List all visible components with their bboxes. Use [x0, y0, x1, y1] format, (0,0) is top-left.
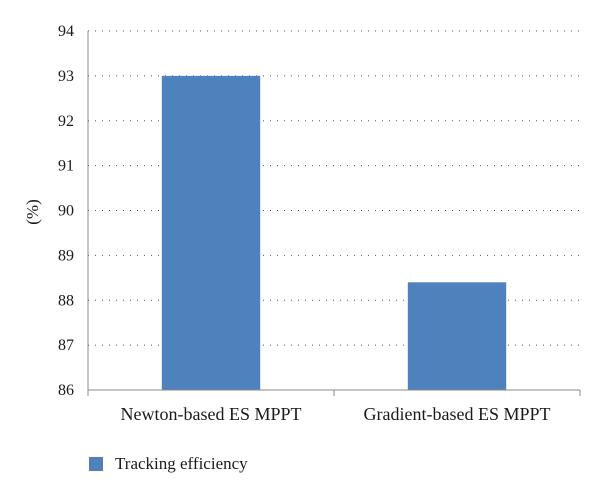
bar-2: [407, 282, 507, 390]
y-tick-label: 93: [58, 68, 74, 85]
y-tick-label: 90: [58, 203, 74, 220]
y-axis-title: (%): [23, 199, 42, 224]
category-labels: Newton-based ES MPPT Gradient-based ES MP…: [121, 404, 551, 424]
y-tick-label: 88: [58, 292, 74, 309]
y-tick-label: 86: [58, 382, 74, 399]
legend: Tracking efficiency: [89, 454, 248, 473]
y-tick-label: 89: [58, 247, 74, 264]
bar-1: [161, 75, 261, 390]
bars: [161, 75, 507, 390]
x-tick-marks: [87, 390, 581, 396]
y-tick-labels: 86 87 88 89 90 91 92 93 94: [58, 23, 74, 399]
y-tick-label: 91: [58, 158, 74, 175]
y-tick-label: 87: [58, 337, 74, 354]
y-tick-label: 92: [58, 113, 74, 130]
category-label: Newton-based ES MPPT: [121, 404, 302, 424]
category-label: Gradient-based ES MPPT: [364, 404, 551, 424]
legend-swatch: [89, 457, 103, 471]
y-tick-label: 94: [58, 23, 74, 40]
gridlines: [88, 30, 580, 346]
legend-label: Tracking efficiency: [115, 454, 248, 473]
